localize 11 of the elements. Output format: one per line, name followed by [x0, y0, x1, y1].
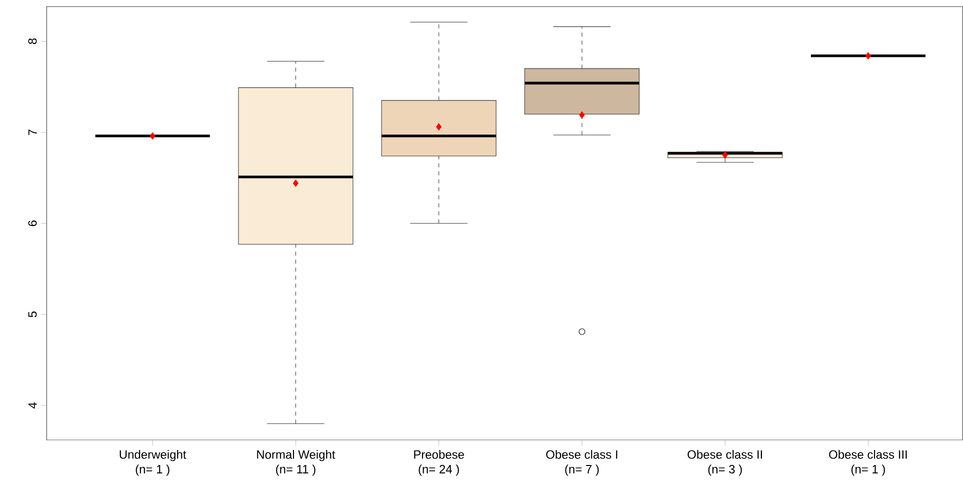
y-tick-label: 4 [28, 402, 37, 408]
x-tick-label: Obese class II (n= 3 ) [688, 450, 762, 476]
x-tick-label: Normal Weight (n= 11 ) [257, 450, 336, 476]
x-tick-label: Obese class I (n= 7 ) [546, 450, 618, 476]
x-tick-label: Underweight (n= 1 ) [120, 450, 186, 476]
x-tick-label: Obese class III (n= 1 ) [829, 450, 907, 476]
y-tick-label: 8 [28, 38, 37, 44]
y-tick-label: 7 [28, 130, 37, 136]
y-tick-label: 6 [28, 220, 37, 226]
x-tick-label: Preobese (n= 24 ) [414, 450, 464, 476]
y-tick-label: 5 [28, 312, 37, 318]
